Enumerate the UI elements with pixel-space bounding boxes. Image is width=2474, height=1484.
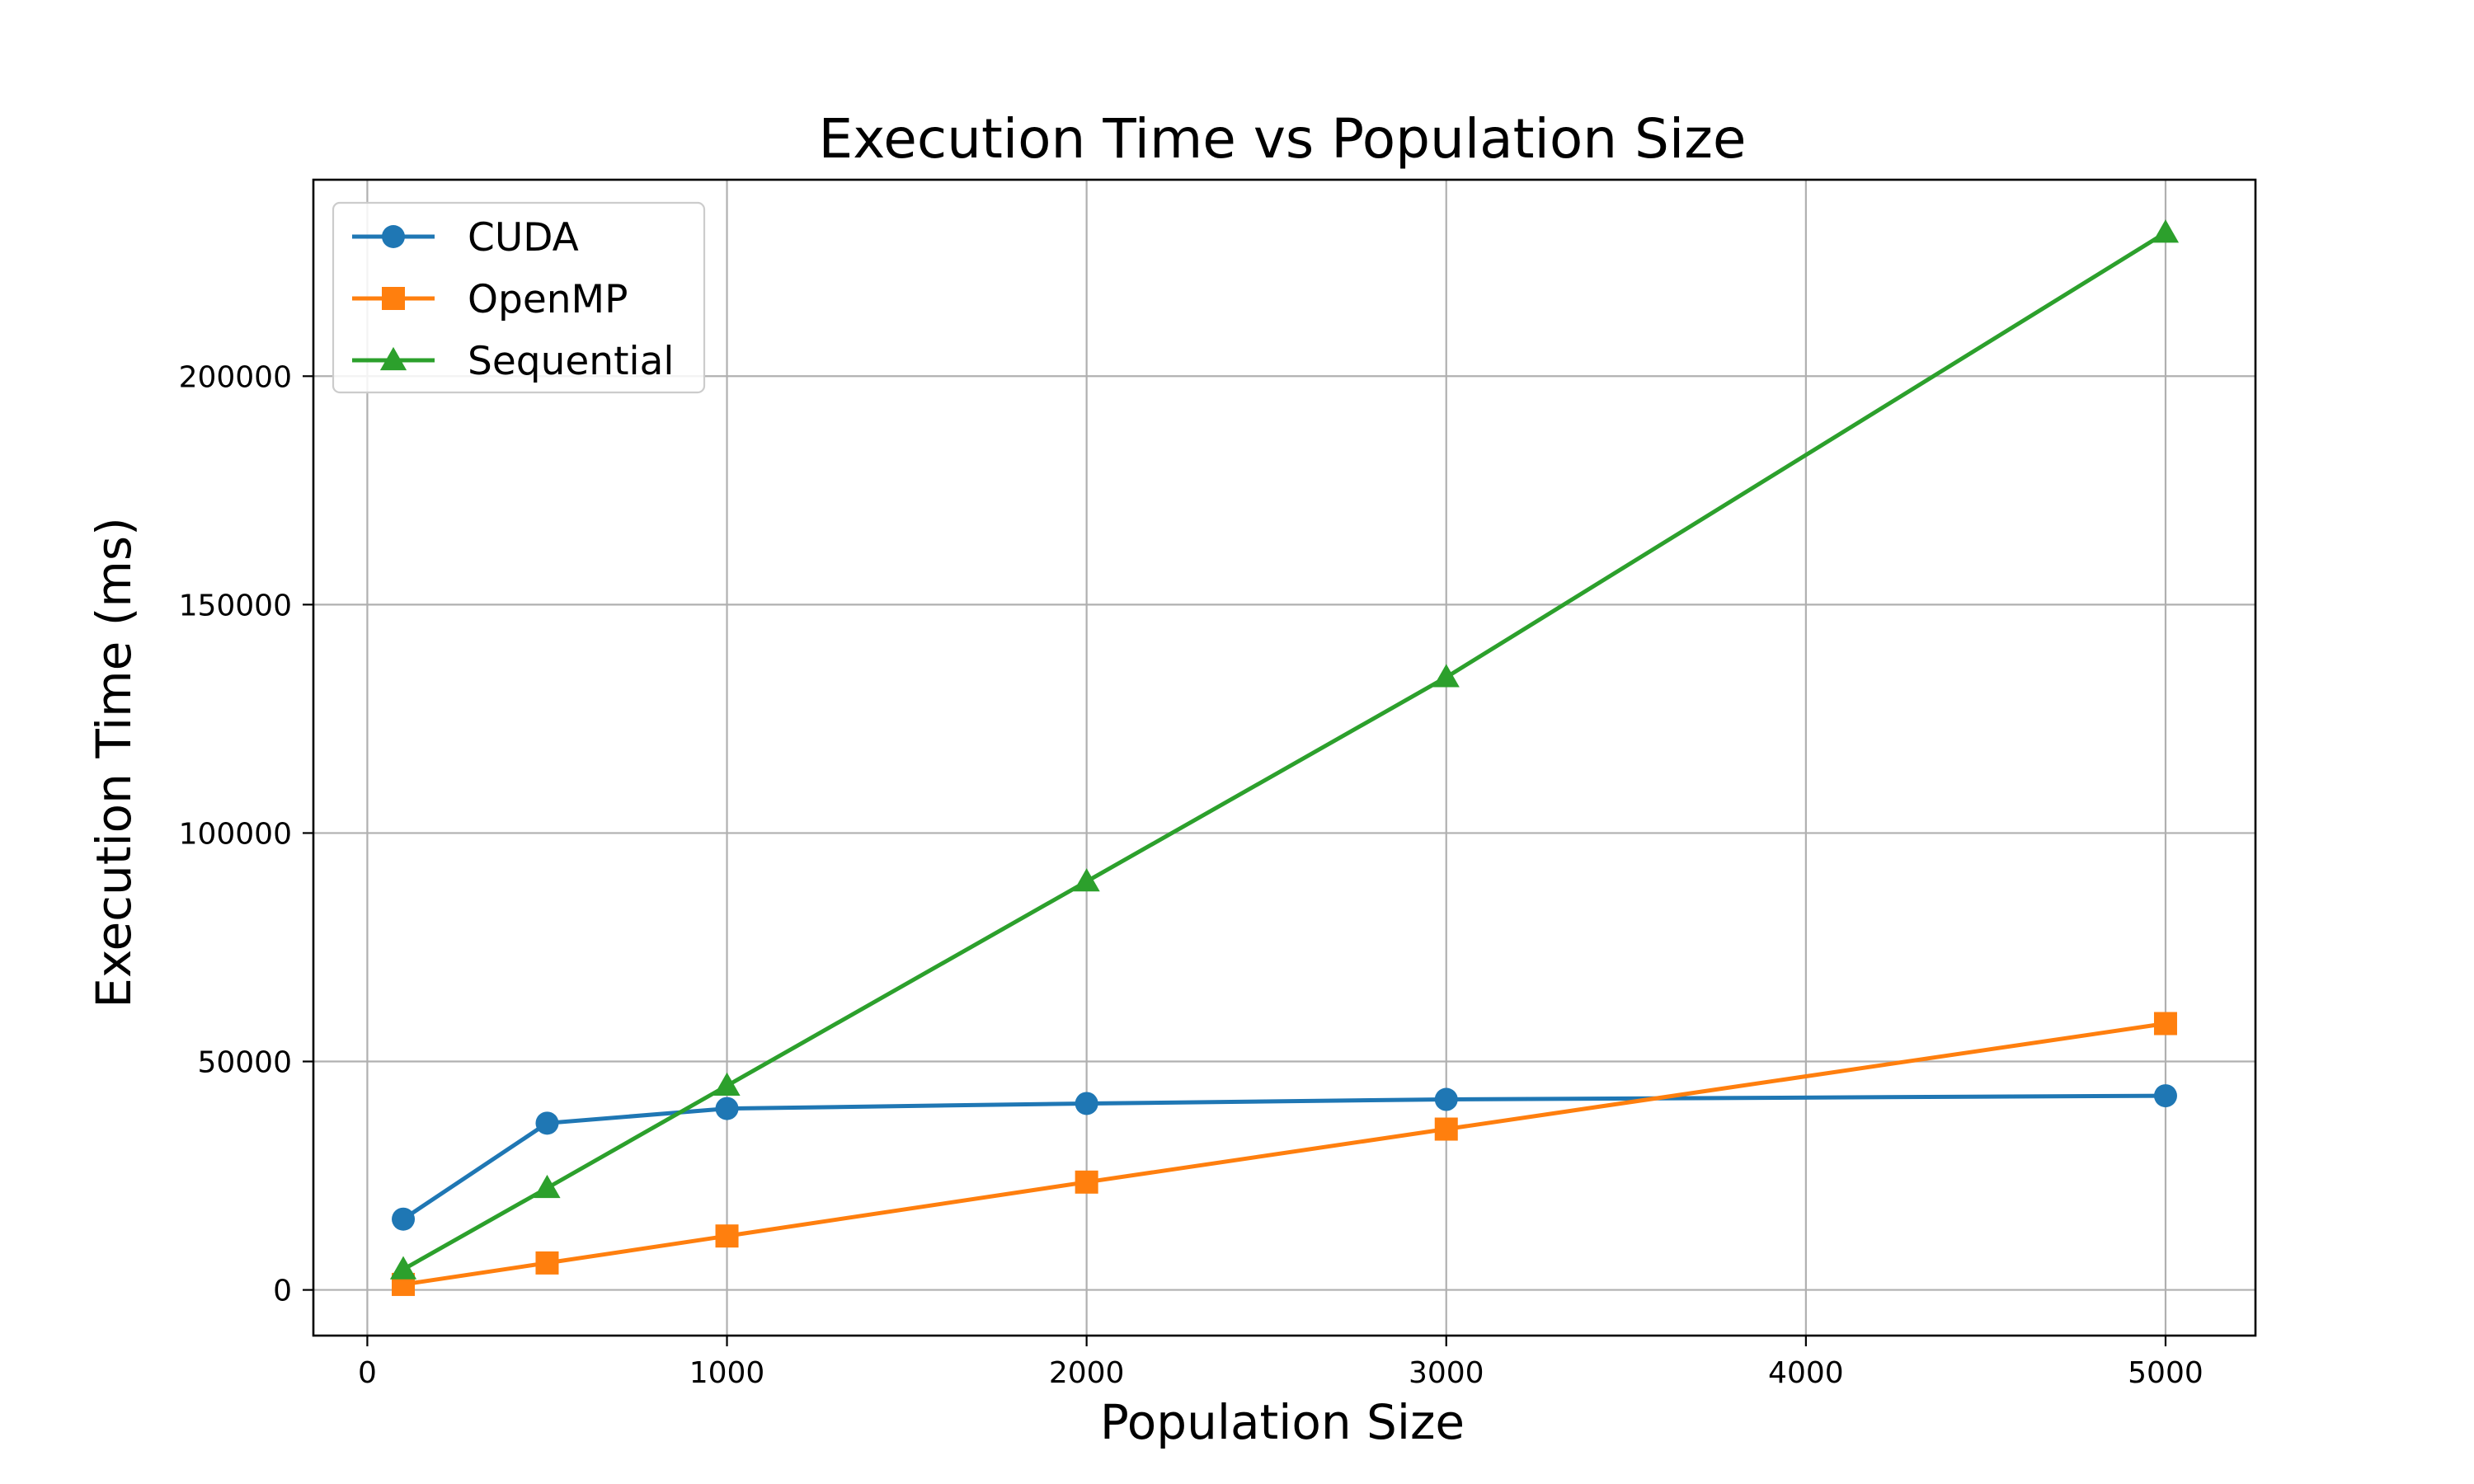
legend-label-sequential: Sequential <box>468 339 674 384</box>
series-openmp <box>392 1012 2177 1296</box>
x-tick-label: 3000 <box>1409 1356 1484 1390</box>
ticks-group: 0 1000 2000 3000 4000 50000500001000001500002… <box>179 360 2204 1390</box>
legend-marker-cuda <box>382 225 405 248</box>
y-tick-label: 150000 <box>179 589 292 622</box>
data-point-openmp <box>1434 1117 1458 1141</box>
data-point-openmp <box>535 1251 559 1275</box>
series-group <box>389 219 2180 1296</box>
plot-frame <box>312 178 2257 1337</box>
legend-item-sequential: Sequential <box>352 339 674 384</box>
data-point-sequential <box>534 1174 561 1199</box>
x-tick-label: 5000 <box>2128 1356 2204 1390</box>
data-point-sequential <box>389 1256 417 1280</box>
series-line-sequential <box>402 231 2167 1271</box>
x-tick-label: 2000 <box>1049 1356 1125 1390</box>
legend-marker-sequential <box>379 346 407 371</box>
data-point-cuda <box>392 1207 416 1231</box>
data-point-sequential <box>2152 219 2180 243</box>
x-tick-label: 1000 <box>689 1356 765 1390</box>
x-tick-label: 0 <box>358 1356 377 1390</box>
x-axis-label: Population Size <box>1100 1394 1465 1450</box>
y-tick-label: 50000 <box>197 1046 292 1080</box>
series-sequential <box>389 219 2180 1280</box>
y-tick-label: 200000 <box>179 360 292 394</box>
data-point-sequential <box>713 1072 741 1096</box>
y-tick-label: 0 <box>273 1275 292 1308</box>
legend-item-cuda: CUDA <box>352 215 579 261</box>
x-tick-label: 4000 <box>1768 1356 1844 1390</box>
data-point-cuda <box>535 1111 559 1135</box>
chart-title: Execution Time vs Population Size <box>819 107 1747 171</box>
legend-box <box>332 201 706 394</box>
data-point-openmp <box>1075 1170 1098 1194</box>
data-point-cuda <box>715 1097 739 1120</box>
series-line-cuda <box>402 1093 2166 1221</box>
data-point-openmp <box>2153 1012 2177 1036</box>
legend: CUDA OpenMP Sequential <box>332 201 706 394</box>
legend-marker-openmp <box>382 287 405 310</box>
legend-label-cuda: CUDA <box>468 215 579 261</box>
data-point-cuda <box>1434 1087 1458 1111</box>
y-tick-label: 100000 <box>179 817 292 851</box>
series-cuda <box>392 1084 2177 1231</box>
data-point-sequential <box>1432 664 1460 688</box>
data-point-cuda <box>1075 1092 1098 1115</box>
data-point-openmp <box>715 1224 739 1248</box>
data-point-sequential <box>1073 868 1100 892</box>
data-point-cuda <box>2153 1084 2177 1108</box>
series-line-openmp <box>402 1021 2166 1287</box>
legend-label-openmp: OpenMP <box>468 277 628 322</box>
legend-item-openmp: OpenMP <box>352 277 628 322</box>
y-axis-label: Execution Time (ms) <box>86 517 142 1007</box>
